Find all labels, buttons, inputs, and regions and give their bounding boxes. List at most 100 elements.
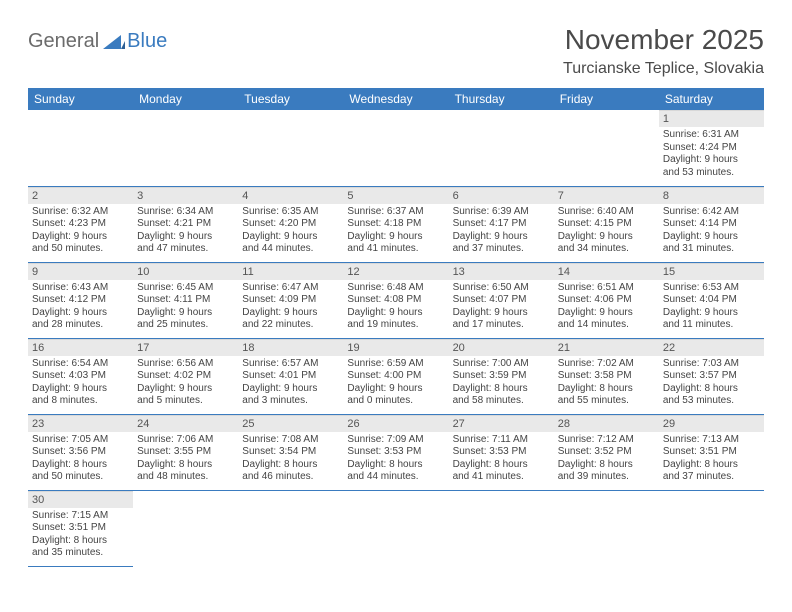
- day-d1: Daylight: 9 hours: [32, 307, 129, 320]
- calendar-cell: [659, 490, 764, 566]
- calendar-cell: 27Sunrise: 7:11 AMSunset: 3:53 PMDayligh…: [449, 414, 554, 490]
- day-sr: Sunrise: 6:57 AM: [242, 358, 339, 371]
- calendar-cell: 23Sunrise: 7:05 AMSunset: 3:56 PMDayligh…: [28, 414, 133, 490]
- calendar-cell: 26Sunrise: 7:09 AMSunset: 3:53 PMDayligh…: [343, 414, 448, 490]
- day-ss: Sunset: 3:54 PM: [242, 446, 339, 459]
- day-d2: and 11 minutes.: [663, 319, 760, 332]
- calendar-cell: [449, 490, 554, 566]
- day-d2: and 58 minutes.: [453, 395, 550, 408]
- day-ss: Sunset: 4:06 PM: [558, 294, 655, 307]
- day-details: Sunrise: 6:32 AMSunset: 4:23 PMDaylight:…: [28, 204, 133, 260]
- calendar-cell: [554, 110, 659, 186]
- day-d2: and 50 minutes.: [32, 471, 129, 484]
- calendar-cell: 17Sunrise: 6:56 AMSunset: 4:02 PMDayligh…: [133, 338, 238, 414]
- day-number: 24: [133, 415, 238, 432]
- day-d2: and 19 minutes.: [347, 319, 444, 332]
- day-sr: Sunrise: 7:08 AM: [242, 434, 339, 447]
- calendar-cell: 29Sunrise: 7:13 AMSunset: 3:51 PMDayligh…: [659, 414, 764, 490]
- day-number: 25: [238, 415, 343, 432]
- day-details: Sunrise: 7:00 AMSunset: 3:59 PMDaylight:…: [449, 356, 554, 412]
- calendar-cell: 28Sunrise: 7:12 AMSunset: 3:52 PMDayligh…: [554, 414, 659, 490]
- day-sr: Sunrise: 6:50 AM: [453, 282, 550, 295]
- day-d2: and 0 minutes.: [347, 395, 444, 408]
- day-d1: Daylight: 9 hours: [242, 383, 339, 396]
- day-d2: and 46 minutes.: [242, 471, 339, 484]
- calendar-cell: 15Sunrise: 6:53 AMSunset: 4:04 PMDayligh…: [659, 262, 764, 338]
- calendar-row: 9Sunrise: 6:43 AMSunset: 4:12 PMDaylight…: [28, 262, 764, 338]
- day-ss: Sunset: 3:58 PM: [558, 370, 655, 383]
- day-d1: Daylight: 8 hours: [453, 459, 550, 472]
- day-number: 5: [343, 187, 448, 204]
- calendar-cell: [343, 110, 448, 186]
- calendar-row: 16Sunrise: 6:54 AMSunset: 4:03 PMDayligh…: [28, 338, 764, 414]
- title-block: November 2025 Turcianske Teplice, Slovak…: [563, 24, 764, 78]
- day-d2: and 50 minutes.: [32, 243, 129, 256]
- day-d1: Daylight: 9 hours: [242, 307, 339, 320]
- day-d2: and 25 minutes.: [137, 319, 234, 332]
- day-d2: and 39 minutes.: [558, 471, 655, 484]
- calendar-cell: 8Sunrise: 6:42 AMSunset: 4:14 PMDaylight…: [659, 186, 764, 262]
- day-number: 13: [449, 263, 554, 280]
- location: Turcianske Teplice, Slovakia: [563, 60, 764, 78]
- calendar-table: SundayMondayTuesdayWednesdayThursdayFrid…: [28, 88, 764, 567]
- day-details: Sunrise: 6:56 AMSunset: 4:02 PMDaylight:…: [133, 356, 238, 412]
- calendar-cell: 5Sunrise: 6:37 AMSunset: 4:18 PMDaylight…: [343, 186, 448, 262]
- day-d2: and 55 minutes.: [558, 395, 655, 408]
- day-d1: Daylight: 8 hours: [558, 459, 655, 472]
- day-d2: and 5 minutes.: [137, 395, 234, 408]
- calendar-cell: 4Sunrise: 6:35 AMSunset: 4:20 PMDaylight…: [238, 186, 343, 262]
- brand-part2: Blue: [127, 30, 167, 53]
- day-number: 6: [449, 187, 554, 204]
- day-ss: Sunset: 3:57 PM: [663, 370, 760, 383]
- day-ss: Sunset: 4:21 PM: [137, 218, 234, 231]
- day-number: 2: [28, 187, 133, 204]
- day-sr: Sunrise: 6:39 AM: [453, 206, 550, 219]
- calendar-cell: 11Sunrise: 6:47 AMSunset: 4:09 PMDayligh…: [238, 262, 343, 338]
- day-d2: and 53 minutes.: [663, 167, 760, 180]
- day-sr: Sunrise: 6:40 AM: [558, 206, 655, 219]
- day-ss: Sunset: 3:53 PM: [453, 446, 550, 459]
- day-ss: Sunset: 4:04 PM: [663, 294, 760, 307]
- day-d2: and 22 minutes.: [242, 319, 339, 332]
- day-d2: and 31 minutes.: [663, 243, 760, 256]
- day-d2: and 44 minutes.: [347, 471, 444, 484]
- day-sr: Sunrise: 6:31 AM: [663, 129, 760, 142]
- day-d1: Daylight: 8 hours: [663, 383, 760, 396]
- calendar-row: 30Sunrise: 7:15 AMSunset: 3:51 PMDayligh…: [28, 490, 764, 566]
- day-ss: Sunset: 3:51 PM: [663, 446, 760, 459]
- day-sr: Sunrise: 7:09 AM: [347, 434, 444, 447]
- calendar-cell: 21Sunrise: 7:02 AMSunset: 3:58 PMDayligh…: [554, 338, 659, 414]
- day-details: Sunrise: 7:06 AMSunset: 3:55 PMDaylight:…: [133, 432, 238, 488]
- calendar-cell: [28, 110, 133, 186]
- day-number: 4: [238, 187, 343, 204]
- day-number: 8: [659, 187, 764, 204]
- calendar-cell: [449, 110, 554, 186]
- day-sr: Sunrise: 7:03 AM: [663, 358, 760, 371]
- day-details: Sunrise: 6:39 AMSunset: 4:17 PMDaylight:…: [449, 204, 554, 260]
- day-sr: Sunrise: 6:54 AM: [32, 358, 129, 371]
- day-d1: Daylight: 9 hours: [453, 231, 550, 244]
- header: General Blue November 2025 Turcianske Te…: [28, 24, 764, 78]
- day-details: Sunrise: 6:54 AMSunset: 4:03 PMDaylight:…: [28, 356, 133, 412]
- day-d2: and 37 minutes.: [663, 471, 760, 484]
- day-d2: and 44 minutes.: [242, 243, 339, 256]
- calendar-cell: 2Sunrise: 6:32 AMSunset: 4:23 PMDaylight…: [28, 186, 133, 262]
- day-number: 17: [133, 339, 238, 356]
- day-sr: Sunrise: 6:34 AM: [137, 206, 234, 219]
- calendar-cell: 18Sunrise: 6:57 AMSunset: 4:01 PMDayligh…: [238, 338, 343, 414]
- day-number: 18: [238, 339, 343, 356]
- calendar-cell: [133, 110, 238, 186]
- calendar-cell: 13Sunrise: 6:50 AMSunset: 4:07 PMDayligh…: [449, 262, 554, 338]
- day-ss: Sunset: 4:15 PM: [558, 218, 655, 231]
- day-sr: Sunrise: 7:15 AM: [32, 510, 129, 523]
- day-d1: Daylight: 8 hours: [32, 459, 129, 472]
- day-ss: Sunset: 4:09 PM: [242, 294, 339, 307]
- day-d1: Daylight: 9 hours: [663, 307, 760, 320]
- calendar-cell: [554, 490, 659, 566]
- day-details: Sunrise: 6:31 AMSunset: 4:24 PMDaylight:…: [659, 127, 764, 183]
- day-d2: and 53 minutes.: [663, 395, 760, 408]
- calendar-cell: 20Sunrise: 7:00 AMSunset: 3:59 PMDayligh…: [449, 338, 554, 414]
- day-details: Sunrise: 7:11 AMSunset: 3:53 PMDaylight:…: [449, 432, 554, 488]
- day-details: Sunrise: 7:15 AMSunset: 3:51 PMDaylight:…: [28, 508, 133, 564]
- day-number: 12: [343, 263, 448, 280]
